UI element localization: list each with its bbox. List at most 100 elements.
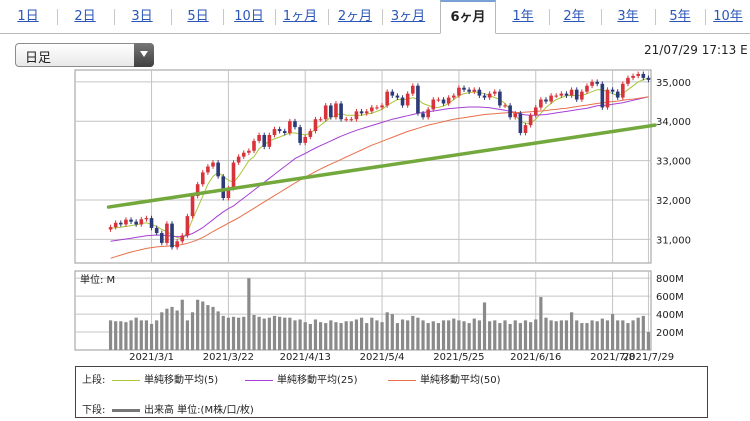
candle-body xyxy=(641,73,646,78)
volume-bar xyxy=(185,320,190,350)
volume-bar xyxy=(411,315,415,350)
volume-bar xyxy=(226,317,230,350)
candle-body xyxy=(165,223,169,243)
volume-bar xyxy=(165,308,169,350)
candle-body xyxy=(539,99,543,108)
tab-separator xyxy=(704,9,706,25)
volume-bar xyxy=(160,312,164,350)
tab-4[interactable]: 5日 xyxy=(187,9,209,24)
candle-body xyxy=(569,89,574,96)
tab-9[interactable]: 6ヶ月 xyxy=(440,0,496,34)
candle-body xyxy=(149,218,154,228)
volume-bar xyxy=(610,314,615,350)
volume-bar xyxy=(134,317,138,350)
candle-body xyxy=(364,111,369,114)
tab-5[interactable]: 10日 xyxy=(234,9,264,24)
tab-3[interactable]: 3日 xyxy=(131,9,153,24)
candle-body xyxy=(482,95,487,98)
volume-bar xyxy=(508,323,512,350)
chart-legend: 上段: 単純移動平均(5) 単純移動平均(25) 単純移動平均(50) 下段: … xyxy=(75,366,708,418)
volume-bar xyxy=(129,320,133,350)
candle-body xyxy=(175,241,179,248)
candle-body xyxy=(344,119,349,121)
candle-body xyxy=(487,93,492,98)
volume-bar xyxy=(482,302,487,350)
candle-body xyxy=(498,91,502,106)
volume-bar xyxy=(626,323,630,350)
tab-separator xyxy=(56,9,58,25)
candle-body xyxy=(451,95,456,98)
tab-10[interactable]: 1年 xyxy=(512,9,534,24)
tab-2[interactable]: 2日 xyxy=(74,9,96,24)
candle-body xyxy=(585,85,589,92)
candle-body xyxy=(288,121,292,134)
volume-bar xyxy=(518,323,522,350)
volume-bar xyxy=(559,320,563,350)
legend-volume-label: 出来高 単位:(M株/口/枚) xyxy=(144,405,254,416)
volume-bar xyxy=(544,317,548,350)
candle-period-select[interactable]: 日足 xyxy=(15,43,154,67)
tab-12[interactable]: 3年 xyxy=(617,9,639,24)
volume-bar xyxy=(237,317,241,350)
volume-bar xyxy=(452,318,456,350)
legend-upper-label: 上段: xyxy=(82,375,106,386)
volume-bar xyxy=(211,306,215,350)
x-tick-label: 2021/3/22 xyxy=(203,352,254,362)
tab-8[interactable]: 3ヶ月 xyxy=(390,9,426,24)
tab-separator xyxy=(223,9,224,25)
volume-bar xyxy=(318,322,323,350)
candle-body xyxy=(421,113,425,118)
candle-body xyxy=(600,83,605,108)
volume-bar xyxy=(344,321,348,350)
volume-bar xyxy=(534,319,538,350)
candle-body xyxy=(370,107,374,112)
volume-tick-label: 600M xyxy=(656,292,684,303)
candle-body xyxy=(334,103,338,118)
volume-bar xyxy=(575,320,579,350)
candle-body xyxy=(462,87,466,90)
volume-bar xyxy=(426,323,430,350)
candle-body xyxy=(272,129,277,135)
volume-bar xyxy=(155,320,159,350)
tab-separator xyxy=(113,9,115,25)
candle-body xyxy=(457,87,461,96)
volume-bar xyxy=(646,332,651,350)
volume-bar xyxy=(252,314,256,350)
candle-body xyxy=(293,121,297,128)
candle-body xyxy=(426,109,430,118)
candle-body xyxy=(610,89,615,92)
volume-bar xyxy=(529,322,533,350)
volume-bar xyxy=(124,322,128,350)
period-tabs: 1日 2日 3日 5日 10日 1ヶ月 2ヶ月 3ヶ月 6ヶ月 1年 2年 3年 5年 10年 xyxy=(0,0,750,34)
candle-body xyxy=(277,129,282,132)
candle-body xyxy=(211,162,215,167)
volume-bar xyxy=(590,320,594,350)
legend-ma5: 単純移動平均(5) xyxy=(108,371,218,386)
candle-body xyxy=(226,188,231,199)
candle-body xyxy=(129,219,133,222)
volume-bar xyxy=(400,319,405,350)
tab-13[interactable]: 5年 xyxy=(669,9,691,24)
tab-11[interactable]: 2年 xyxy=(563,9,585,24)
volume-bar xyxy=(247,278,251,350)
tab-14[interactable]: 10年 xyxy=(713,9,743,24)
volume-bar xyxy=(324,323,328,350)
candle-body xyxy=(385,91,389,106)
candle-body xyxy=(308,131,313,137)
candle-body xyxy=(180,235,185,242)
tab-1[interactable]: 1日 xyxy=(17,9,39,24)
x-tick-label: 2021/7/29 xyxy=(623,352,674,362)
candle-body xyxy=(405,93,410,106)
candle-body xyxy=(185,216,190,236)
candle-body xyxy=(282,131,287,134)
chevron-down-icon[interactable] xyxy=(134,43,154,67)
volume-bar xyxy=(595,321,599,350)
volume-tick-label: 400M xyxy=(656,310,684,321)
volume-bar xyxy=(308,323,312,350)
volume-bar xyxy=(549,320,553,350)
tab-7[interactable]: 2ヶ月 xyxy=(337,9,373,24)
candle-body xyxy=(621,83,625,98)
candle-body xyxy=(139,219,144,225)
candle-body xyxy=(636,73,640,76)
tab-6[interactable]: 1ヶ月 xyxy=(282,9,318,24)
